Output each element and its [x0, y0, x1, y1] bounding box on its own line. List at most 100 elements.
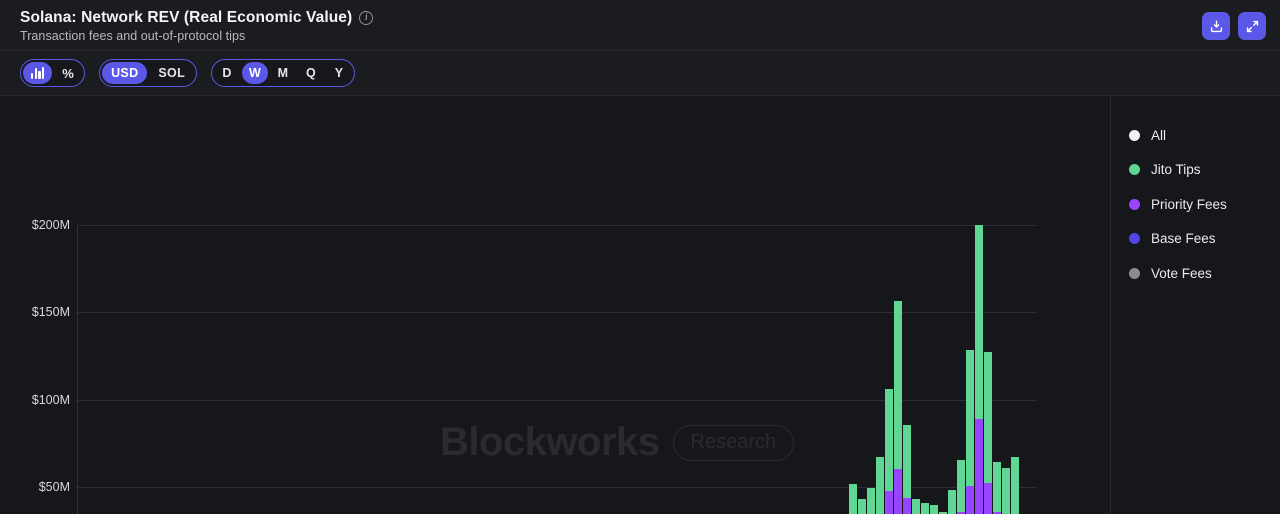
currency-toggle: USD SOL — [99, 59, 198, 87]
interval-option-q[interactable]: Q — [306, 66, 317, 80]
bar-segment-jito — [876, 457, 885, 514]
legend-dot-icon — [1129, 198, 1140, 210]
chart-area[interactable]: Blockworks Research $0$50M$100M$150M$200… — [0, 96, 1110, 514]
bar-segment-jito — [930, 504, 939, 514]
currency-option-sol[interactable]: SOL — [158, 66, 186, 80]
header-actions — [1202, 9, 1266, 40]
legend-dot-icon — [1129, 267, 1140, 279]
y-axis-tick-label: $100M — [31, 392, 70, 407]
legend-item-jito-tips[interactable]: Jito Tips — [1129, 153, 1280, 188]
bar[interactable] — [921, 502, 930, 514]
expand-arrows-icon — [1246, 20, 1258, 32]
bar[interactable] — [984, 352, 993, 514]
grid-line — [77, 399, 1037, 401]
download-icon — [1210, 20, 1222, 32]
title-block: Solana: Network REV (Real Economic Value… — [20, 9, 374, 43]
legend-item-all[interactable]: All — [1129, 118, 1280, 153]
bar[interactable] — [930, 504, 939, 514]
bar-segment-jito — [858, 498, 867, 514]
bar-segment-jito — [885, 389, 894, 491]
bar[interactable] — [858, 498, 867, 514]
grid-line — [77, 225, 1037, 226]
grid-line — [77, 312, 1037, 314]
legend-dot-icon — [1129, 164, 1140, 176]
bar-segment-jito — [966, 350, 975, 487]
legend-label: Vote Fees — [1151, 265, 1212, 281]
bar[interactable] — [975, 225, 984, 514]
bar-chart-mode-button[interactable] — [23, 62, 53, 84]
info-icon[interactable]: i — [359, 11, 374, 25]
bar[interactable] — [948, 490, 957, 514]
download-button[interactable] — [1202, 12, 1230, 40]
bar[interactable] — [903, 424, 912, 514]
y-axis-tick-label: $200M — [31, 218, 70, 232]
legend-item-priority-fees[interactable]: Priority Fees — [1129, 187, 1280, 222]
bar-segment-priority — [894, 468, 903, 514]
bar-segment-priority — [903, 497, 912, 514]
bar-segment-jito — [984, 352, 993, 484]
bar-segment-priority — [975, 418, 984, 514]
legend: All Jito Tips Priority Fees Base Fees Vo… — [1110, 96, 1280, 514]
y-axis-line — [77, 225, 78, 514]
bar[interactable] — [876, 457, 885, 514]
title-row: Solana: Network REV (Real Economic Value… — [20, 9, 374, 27]
legend-label: Base Fees — [1151, 231, 1216, 247]
bar[interactable] — [885, 389, 894, 514]
bar-segment-priority — [993, 512, 1002, 514]
bar-segment-priority — [885, 490, 894, 514]
bar-segment-jito — [867, 487, 876, 514]
bar-segment-jito — [993, 461, 1002, 513]
bar[interactable] — [939, 511, 948, 514]
legend-label: Jito Tips — [1151, 162, 1201, 178]
widget-header: Solana: Network REV (Real Economic Value… — [0, 0, 1280, 51]
bar[interactable] — [1011, 457, 1020, 514]
legend-label: Priority Fees — [1151, 196, 1227, 212]
bar[interactable] — [849, 484, 858, 514]
interval-option-m[interactable]: M — [277, 66, 289, 80]
bar-segment-jito — [903, 424, 912, 498]
legend-dot-icon — [1129, 129, 1140, 141]
chart-toolbar: % USD SOL D W M Q Y — [0, 51, 1280, 96]
bar[interactable] — [993, 461, 1002, 514]
bar-segment-jito — [912, 498, 921, 514]
bar[interactable] — [957, 459, 966, 514]
interval-toggle: D W M Q Y — [211, 59, 356, 87]
bar-segment-jito — [1011, 457, 1020, 514]
bar-segment-jito — [975, 225, 984, 419]
bar[interactable] — [1002, 467, 1011, 514]
bar-segment-priority — [957, 512, 966, 514]
bar-segment-jito — [939, 511, 948, 514]
bar-segment-jito — [1002, 467, 1011, 514]
page-title: Solana: Network REV (Real Economic Value… — [20, 9, 353, 26]
percent-mode-button[interactable]: % — [54, 62, 82, 84]
legend-item-vote-fees[interactable]: Vote Fees — [1129, 256, 1280, 291]
interval-option-w[interactable]: W — [242, 62, 269, 84]
bar[interactable] — [966, 350, 975, 514]
percent-icon: % — [62, 65, 75, 81]
grid-line — [77, 486, 1037, 488]
y-axis-labels: $0$50M$100M$150M$200M — [0, 96, 70, 514]
legend-dot-icon — [1129, 233, 1140, 245]
page-subtitle: Transaction fees and out-of-protocol tip… — [20, 29, 246, 43]
y-axis-tick-label: $50M — [38, 479, 70, 494]
legend-item-base-fees[interactable]: Base Fees — [1129, 222, 1280, 257]
interval-option-d[interactable]: D — [222, 66, 232, 80]
legend-label: All — [1151, 127, 1167, 143]
bar-segment-jito — [849, 484, 858, 514]
bars-container — [77, 225, 1037, 514]
currency-option-usd[interactable]: USD — [102, 62, 148, 84]
bar-segment-jito — [948, 490, 957, 514]
chart-type-toggle: % — [20, 59, 86, 87]
y-axis-tick-label: $150M — [31, 305, 70, 320]
bar-chart-icon — [31, 67, 45, 79]
bar[interactable] — [894, 301, 903, 514]
bar-segment-jito — [957, 459, 966, 513]
bar-segment-jito — [921, 502, 930, 514]
bar[interactable] — [867, 487, 876, 514]
interval-option-y[interactable]: Y — [334, 66, 344, 80]
bar-segment-jito — [894, 301, 903, 469]
bar-segment-priority — [984, 483, 993, 514]
bar[interactable] — [912, 498, 921, 514]
expand-button[interactable] — [1238, 12, 1266, 40]
